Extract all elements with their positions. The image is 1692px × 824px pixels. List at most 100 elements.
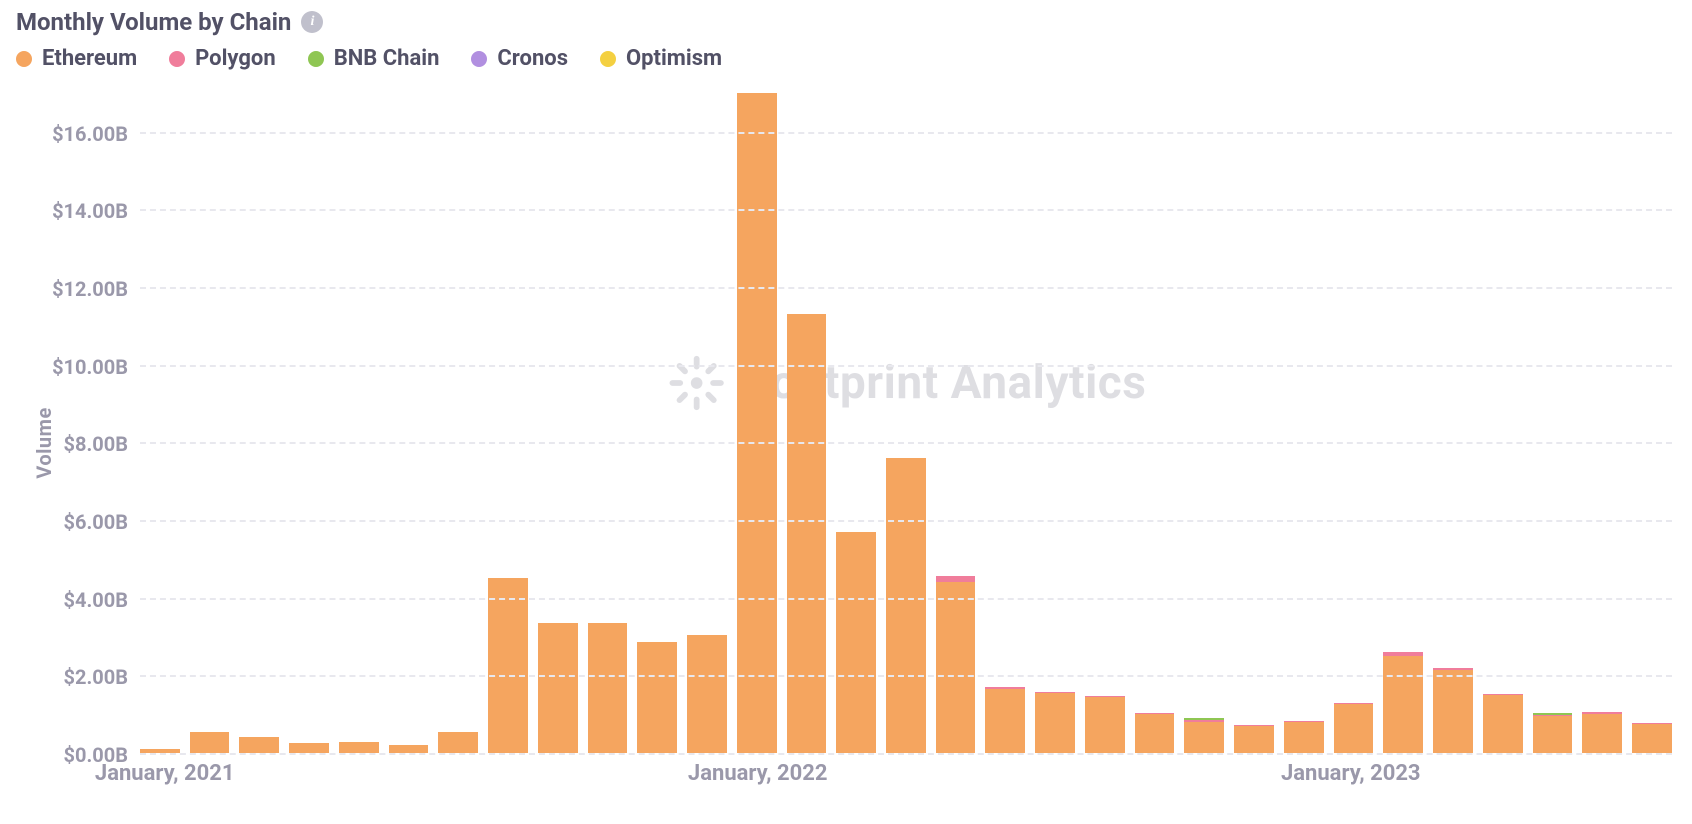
bar-segment-ethereum xyxy=(488,578,528,753)
bar[interactable] xyxy=(1483,93,1523,753)
legend-dot xyxy=(16,51,32,67)
bar-segment-ethereum xyxy=(886,458,926,753)
bar-segment-ethereum xyxy=(1334,704,1374,753)
legend-label: Cronos xyxy=(497,46,568,71)
bar-segment-ethereum xyxy=(1284,722,1324,753)
grid-line: $2.00B xyxy=(140,675,1672,677)
bar[interactable] xyxy=(1383,93,1423,753)
bar[interactable] xyxy=(787,93,827,753)
bar[interactable] xyxy=(538,93,578,753)
bar[interactable] xyxy=(289,93,329,753)
bar-segment-ethereum xyxy=(588,623,628,753)
bar-segment-ethereum xyxy=(1582,714,1622,753)
bar[interactable] xyxy=(1035,93,1075,753)
bar[interactable] xyxy=(1085,93,1125,753)
bar-segment-ethereum xyxy=(637,642,677,753)
legend-label: Polygon xyxy=(195,46,276,71)
legend-item-polygon[interactable]: Polygon xyxy=(169,46,276,71)
grid-line: $16.00B xyxy=(140,132,1672,134)
y-axis-label: Volume xyxy=(32,407,56,479)
bar-segment-ethereum xyxy=(438,732,478,753)
legend-item-cronos[interactable]: Cronos xyxy=(471,46,568,71)
bar[interactable] xyxy=(1433,93,1473,753)
bar[interactable] xyxy=(687,93,727,753)
legend-dot xyxy=(169,51,185,67)
bar[interactable] xyxy=(140,93,180,753)
grid-line: $14.00B xyxy=(140,209,1672,211)
grid-line: $0.00B xyxy=(140,753,1672,755)
legend-dot xyxy=(308,51,324,67)
bar[interactable] xyxy=(1582,93,1622,753)
bar-segment-ethereum xyxy=(787,314,827,753)
bar[interactable] xyxy=(1234,93,1274,753)
bar[interactable] xyxy=(886,93,926,753)
legend-label: BNB Chain xyxy=(334,46,440,71)
x-tick-label: January, 2021 xyxy=(95,761,235,786)
bar-segment-ethereum xyxy=(239,737,279,753)
chart-header: Monthly Volume by Chain i xyxy=(0,0,1692,40)
plot-region: Footprint Analytics $0.00B$2.00B$4.00B$6… xyxy=(140,93,1672,753)
bar-segment-ethereum xyxy=(1383,656,1423,753)
legend-item-optimism[interactable]: Optimism xyxy=(600,46,722,71)
bar[interactable] xyxy=(637,93,677,753)
bar[interactable] xyxy=(588,93,628,753)
bar-segment-ethereum xyxy=(985,689,1025,753)
legend-label: Ethereum xyxy=(42,46,137,71)
grid-line: $4.00B xyxy=(140,598,1672,600)
y-tick-label: $8.00B xyxy=(64,432,140,456)
bar[interactable] xyxy=(339,93,379,753)
bar-segment-ethereum xyxy=(389,745,429,753)
x-ticks: January, 2021January, 2022January, 2023 xyxy=(140,761,1672,797)
legend-dot xyxy=(600,51,616,67)
y-tick-label: $4.00B xyxy=(64,588,140,612)
y-tick-label: $16.00B xyxy=(52,122,140,146)
bar-segment-ethereum xyxy=(687,635,727,753)
y-tick-label: $10.00B xyxy=(52,355,140,379)
bar-segment-ethereum xyxy=(836,532,876,753)
bar[interactable] xyxy=(438,93,478,753)
bar[interactable] xyxy=(936,93,976,753)
bar[interactable] xyxy=(190,93,230,753)
bar-segment-ethereum xyxy=(737,93,777,753)
chart-title: Monthly Volume by Chain xyxy=(16,8,291,36)
y-tick-label: $12.00B xyxy=(52,277,140,301)
y-tick-label: $6.00B xyxy=(64,510,140,534)
bar-segment-ethereum xyxy=(1035,693,1075,753)
bar-segment-ethereum xyxy=(1483,695,1523,753)
bar[interactable] xyxy=(488,93,528,753)
bar[interactable] xyxy=(1334,93,1374,753)
bar-segment-ethereum xyxy=(339,742,379,753)
bar[interactable] xyxy=(1284,93,1324,753)
legend-dot xyxy=(471,51,487,67)
bars-container xyxy=(140,93,1672,753)
bar-segment-ethereum xyxy=(1433,670,1473,753)
info-icon[interactable]: i xyxy=(301,11,323,33)
legend: Ethereum Polygon BNB Chain Cronos Optimism xyxy=(0,40,1692,83)
bar[interactable] xyxy=(1135,93,1175,753)
bar-segment-ethereum xyxy=(1184,722,1224,753)
bar-segment-ethereum xyxy=(1533,716,1573,753)
legend-label: Optimism xyxy=(626,46,722,71)
bar-segment-ethereum xyxy=(1085,697,1125,753)
chart-area: Volume Footprint Analytics $0.00B$2.00B$… xyxy=(0,83,1692,803)
grid-line: $10.00B xyxy=(140,365,1672,367)
bar[interactable] xyxy=(836,93,876,753)
grid-line: $12.00B xyxy=(140,287,1672,289)
bar[interactable] xyxy=(737,93,777,753)
x-tick-label: January, 2022 xyxy=(688,761,828,786)
bar-segment-ethereum xyxy=(538,623,578,753)
bar[interactable] xyxy=(239,93,279,753)
bar[interactable] xyxy=(985,93,1025,753)
bar-segment-ethereum xyxy=(1234,726,1274,753)
bar[interactable] xyxy=(1184,93,1224,753)
bar-segment-ethereum xyxy=(190,732,230,753)
bar[interactable] xyxy=(389,93,429,753)
legend-item-ethereum[interactable]: Ethereum xyxy=(16,46,137,71)
bar[interactable] xyxy=(1533,93,1573,753)
bar[interactable] xyxy=(1632,93,1672,753)
legend-item-bnb[interactable]: BNB Chain xyxy=(308,46,440,71)
x-tick-label: January, 2023 xyxy=(1281,761,1421,786)
bar-segment-ethereum xyxy=(936,582,976,753)
grid-line: $8.00B xyxy=(140,442,1672,444)
grid-line: $6.00B xyxy=(140,520,1672,522)
